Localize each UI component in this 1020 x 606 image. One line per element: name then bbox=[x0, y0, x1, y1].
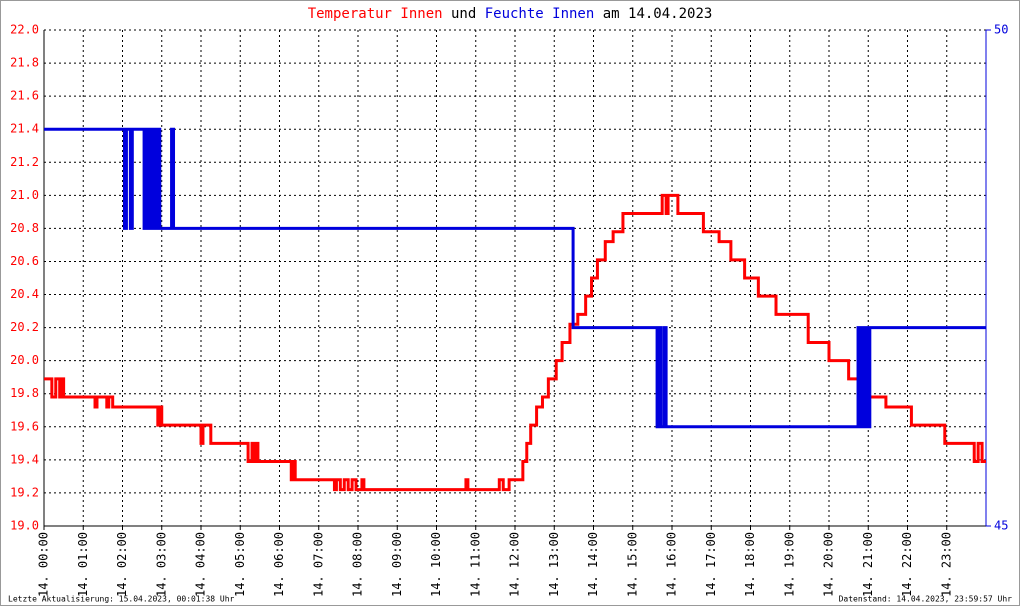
title-date: am 14.04.2023 bbox=[603, 6, 713, 22]
y-tick-label: 20.2 bbox=[10, 320, 39, 334]
x-tick-label: 14. 11:00 bbox=[468, 532, 482, 597]
y-tick-label: 20.4 bbox=[10, 287, 39, 301]
y-tick-label: 20.8 bbox=[10, 221, 39, 235]
x-tick-label: 14. 12:00 bbox=[508, 532, 522, 597]
footer-right: Datenstand: 14.04.2023, 23:59:57 Uhr bbox=[839, 595, 1013, 604]
x-tick-label: 14. 09:00 bbox=[390, 532, 404, 597]
y-tick-label: 20.0 bbox=[10, 353, 39, 367]
x-tick-label: 14. 16:00 bbox=[665, 532, 679, 597]
x-tick-label: 14. 20:00 bbox=[822, 532, 836, 597]
title-join: und bbox=[451, 6, 476, 22]
y-tick-label: 21.6 bbox=[10, 89, 39, 103]
line-series bbox=[44, 127, 986, 429]
x-tick-label: 14. 19:00 bbox=[782, 532, 796, 597]
x-tick-label: 14. 23:00 bbox=[939, 532, 953, 597]
x-tick-label: 14. 06:00 bbox=[272, 532, 286, 597]
x-tick-label: 14. 15:00 bbox=[625, 532, 639, 597]
y2-tick-label: 45 bbox=[994, 519, 1008, 533]
x-tick-label: 14. 18:00 bbox=[743, 532, 757, 597]
x-tick-label: 14. 17:00 bbox=[704, 532, 718, 597]
y-tick-label: 19.6 bbox=[10, 419, 39, 433]
y-tick-label: 20.6 bbox=[10, 254, 39, 268]
x-tick-label: 14. 01:00 bbox=[76, 532, 90, 597]
x-tick-label: 14. 08:00 bbox=[351, 532, 365, 597]
y-tick-label: 21.8 bbox=[10, 56, 39, 70]
x-tick-label: 14. 03:00 bbox=[154, 532, 168, 597]
y-tick-label: 19.8 bbox=[10, 386, 39, 400]
y2-tick-label: 50 bbox=[994, 23, 1008, 37]
title-series-2: Feuchte Innen bbox=[485, 6, 595, 22]
y-tick-label: 21.2 bbox=[10, 155, 39, 169]
y-tick-label: 21.0 bbox=[10, 188, 39, 202]
y-tick-label: 22.0 bbox=[10, 23, 39, 37]
x-tick-label: 14. 02:00 bbox=[115, 532, 129, 597]
line-series bbox=[44, 193, 986, 492]
y-tick-label: 19.0 bbox=[10, 519, 39, 533]
y-tick-label: 21.4 bbox=[10, 122, 39, 136]
x-tick-label: 14. 07:00 bbox=[311, 532, 325, 597]
x-tick-label: 14. 00:00 bbox=[37, 532, 51, 597]
x-tick-label: 14. 05:00 bbox=[233, 532, 247, 597]
x-tick-label: 14. 10:00 bbox=[429, 532, 443, 597]
x-tick-label: 14. 21:00 bbox=[861, 532, 875, 597]
y-tick-label: 19.2 bbox=[10, 485, 39, 499]
footer-left: Letzte Aktualisierung: 15.04.2023, 00:01… bbox=[8, 595, 235, 604]
x-tick-label: 14. 13:00 bbox=[547, 532, 561, 597]
title-series-1: Temperatur Innen bbox=[308, 6, 443, 22]
y-tick-label: 19.4 bbox=[10, 452, 39, 466]
x-tick-label: 14. 04:00 bbox=[194, 532, 208, 597]
chart-title: Temperatur Innen und Feuchte Innen am 14… bbox=[308, 6, 713, 22]
x-tick-label: 14. 22:00 bbox=[900, 532, 914, 597]
x-tick-label: 14. 14:00 bbox=[586, 532, 600, 597]
